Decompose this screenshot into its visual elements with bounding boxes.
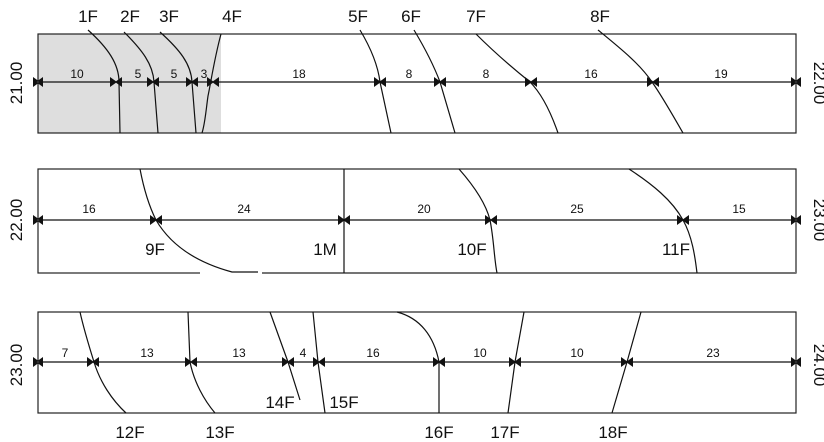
- segment-length: 5: [171, 67, 178, 81]
- marker: [338, 215, 350, 225]
- axis-markers: [33, 215, 801, 225]
- fault-label: 7F: [466, 7, 486, 26]
- fault-trace-7F: [475, 33, 559, 134]
- marker: [110, 77, 122, 87]
- marker: [207, 77, 219, 87]
- marker: [33, 77, 43, 87]
- segment-length: 7: [62, 346, 69, 360]
- fault-trace-14F: [269, 311, 301, 401]
- fault-label: 3F: [159, 7, 179, 26]
- marker: [677, 215, 689, 225]
- segment-length: 10: [570, 346, 584, 360]
- segment-length: 5: [135, 67, 142, 81]
- marker: [525, 77, 537, 87]
- fault-label: 11F: [662, 240, 690, 259]
- fault-label: 4F: [222, 7, 242, 26]
- strip-3: 7 13 13 4 16 10 10 23 12F 13F 14F 15F 16…: [7, 311, 824, 442]
- segment-length: 20: [417, 202, 431, 216]
- segment-length: 25: [570, 202, 584, 216]
- marker: [313, 357, 325, 367]
- fault-label: 10F: [457, 240, 486, 259]
- marker: [434, 77, 446, 87]
- fault-label: 12F: [115, 423, 144, 442]
- marker: [186, 77, 198, 87]
- strip-1: 10 5 5 3 18 8 8 16 19 1F 2F 3F 4F 5F 6F …: [7, 7, 824, 134]
- fault-label: 2F: [120, 7, 140, 26]
- fault-label: 1F: [78, 7, 98, 26]
- fault-label: 13F: [205, 423, 234, 442]
- strip-start-label: 22.00: [7, 199, 26, 242]
- marker: [147, 77, 159, 87]
- marker: [374, 77, 386, 87]
- strip-2: 16 24 20 25 15 9F 1M 10F 11F 22.00 23.00: [7, 168, 824, 274]
- fault-trace-4F: [201, 33, 222, 134]
- segment-length: 13: [232, 346, 246, 360]
- fault-label: 5F: [348, 7, 368, 26]
- strip-end-label: 24.00: [810, 344, 824, 387]
- segment-length: 3: [201, 67, 208, 81]
- fault-label: 6F: [401, 7, 421, 26]
- marker: [185, 357, 197, 367]
- marker: [621, 357, 633, 367]
- segment-length: 4: [300, 346, 307, 360]
- marker: [282, 357, 294, 367]
- marker: [433, 357, 445, 367]
- fault-label: 8F: [590, 7, 610, 26]
- fault-label: 17F: [490, 423, 519, 442]
- axis-markers: [33, 357, 801, 367]
- segment-length: 13: [140, 346, 154, 360]
- marker: [509, 357, 521, 367]
- marker: [150, 215, 162, 225]
- segment-length: 10: [70, 67, 84, 81]
- marker: [791, 77, 801, 87]
- segment-length: 16: [366, 346, 380, 360]
- fault-label: 18F: [598, 423, 627, 442]
- segment-length: 16: [584, 67, 598, 81]
- segment-length: 8: [406, 67, 413, 81]
- fault-label: 14F: [265, 393, 294, 412]
- segment-length: 10: [473, 346, 487, 360]
- marker: [791, 215, 801, 225]
- marker: [791, 357, 801, 367]
- fault-label: 9F: [145, 240, 165, 259]
- segment-length: 15: [732, 202, 746, 216]
- marker: [33, 357, 43, 367]
- strip-start-label: 21.00: [7, 62, 26, 105]
- segment-length: 18: [292, 67, 306, 81]
- fault-label: 1M: [313, 240, 337, 259]
- marker: [485, 215, 497, 225]
- fault-label: 16F: [424, 423, 453, 442]
- segment-length: 8: [483, 67, 490, 81]
- marker: [647, 77, 659, 87]
- strip-end-label: 23.00: [810, 199, 824, 242]
- segment-length: 19: [714, 67, 728, 81]
- segment-length: 16: [82, 202, 96, 216]
- segment-length: 23: [706, 346, 720, 360]
- segment-length: 24: [237, 202, 251, 216]
- strip-end-label: 22.00: [810, 62, 824, 105]
- marker: [87, 357, 99, 367]
- strip-start-label: 23.00: [7, 344, 26, 387]
- fault-label: 15F: [329, 393, 358, 412]
- fault-trace-9F: [139, 168, 258, 273]
- marker: [33, 215, 43, 225]
- axis-markers: [33, 77, 801, 87]
